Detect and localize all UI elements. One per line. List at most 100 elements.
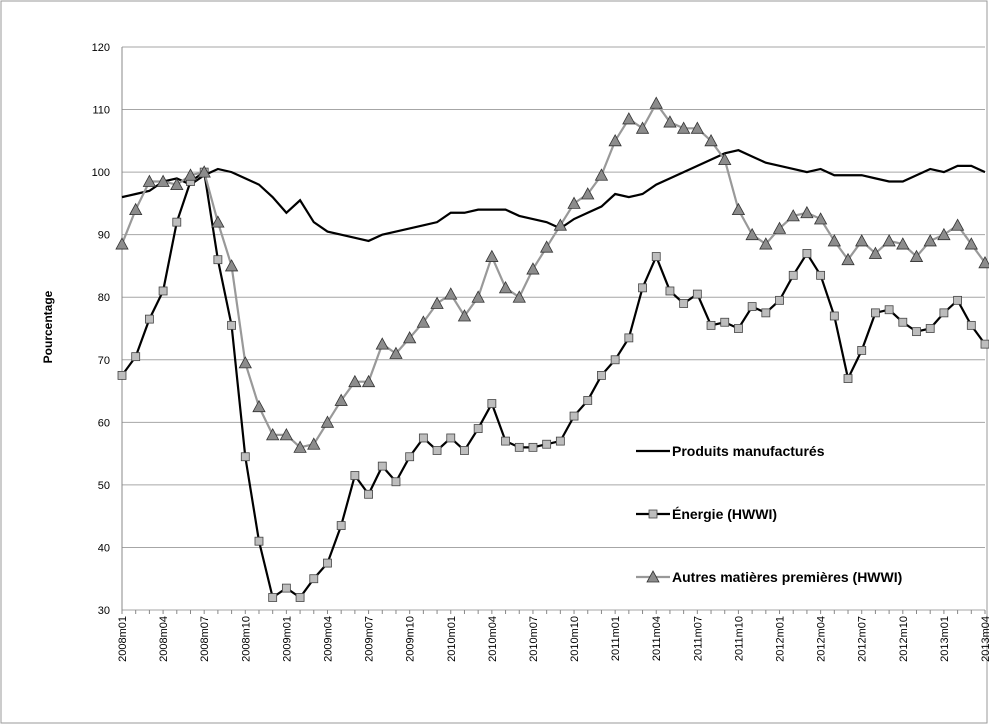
marker [158,286,168,296]
marker [788,270,798,280]
marker [361,374,376,388]
marker [594,168,609,181]
marker [610,355,620,365]
marker [240,452,250,462]
marker [909,249,924,262]
marker [334,393,348,406]
y-tick-label: 50 [98,480,110,492]
marker [389,346,403,359]
x-tick-label: 2009m04 [322,616,334,662]
marker [213,255,223,265]
marker [663,115,677,128]
x-tick-label: 2011m07 [692,616,704,661]
marker [309,574,319,584]
marker [731,202,746,216]
marker [912,327,921,337]
x-tick-label: 2009m10 [405,616,417,662]
series-line [120,101,986,449]
marker [882,234,896,247]
marker [293,440,307,453]
x-tick-label: 2012m07 [857,616,869,662]
marker [485,249,499,262]
marker [980,339,989,349]
x-tick-label: 2011m04 [651,616,663,661]
marker [718,152,732,165]
marker [254,536,264,546]
marker [692,289,702,299]
marker [665,286,675,296]
marker [405,452,415,462]
marker [364,489,373,499]
marker [939,308,949,318]
x-tick-label: 2010m01 [446,616,458,662]
marker [966,320,976,330]
marker [281,583,291,593]
marker [800,205,814,219]
marker [227,320,236,330]
marker [649,96,663,109]
marker [855,234,869,247]
legend-marker [646,570,660,583]
marker [871,308,880,318]
marker [747,302,757,312]
marker [868,246,883,259]
y-tick-label: 60 [98,417,110,429]
marker [964,237,978,250]
marker [501,436,510,446]
marker [638,283,647,293]
marker [813,212,828,225]
marker [183,168,198,181]
marker [772,221,787,234]
marker [350,471,360,480]
y-tick-label: 80 [98,292,110,304]
marker [115,237,129,250]
marker [884,305,894,315]
marker [775,295,784,305]
marker [266,428,280,441]
marker [816,270,826,280]
marker [827,234,841,247]
marker [432,446,442,455]
marker [512,290,526,303]
marker [252,399,266,413]
x-tick-label: 2012m01 [775,616,787,662]
marker [841,252,855,266]
marker [651,252,661,261]
x-tick-label: 2009m07 [364,616,376,662]
marker [430,296,444,309]
marker [268,593,278,602]
marker [567,196,581,209]
x-tick-label: 2013m01 [939,616,951,662]
y-tick-label: 30 [98,605,110,617]
marker [597,371,606,380]
marker [224,259,239,272]
y-tick-label: 40 [98,542,110,554]
marker [704,133,718,147]
marker [843,374,853,383]
marker [156,174,170,187]
marker [402,331,417,344]
marker [418,433,428,443]
marker [925,324,935,333]
x-tick-label: 2010m07 [528,616,540,662]
marker [759,237,773,250]
marker [720,317,730,327]
marker [238,356,252,369]
marker [583,396,593,405]
marker [553,218,568,231]
marker [581,187,595,200]
x-tick-label: 2010m04 [487,616,499,662]
marker [528,442,538,452]
marker [444,287,458,300]
y-tick-label: 100 [92,167,110,179]
marker [676,121,691,134]
marker [170,177,184,191]
marker [391,477,401,487]
marker [142,174,157,187]
marker [679,299,689,308]
marker [416,315,431,328]
marker [377,461,387,471]
y-tick-label: 120 [92,42,110,54]
